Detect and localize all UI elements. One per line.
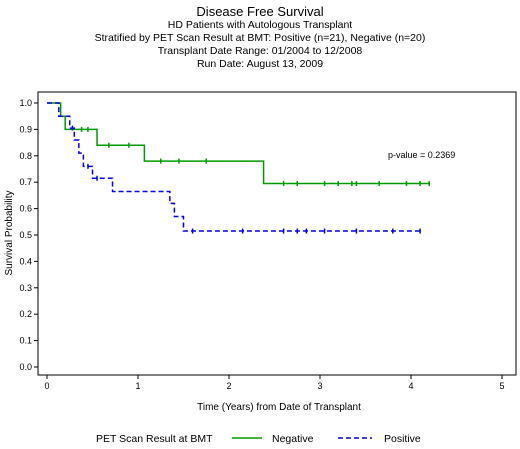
series-negative-line	[47, 102, 430, 185]
chart-subtitle-2: Stratified by PET Scan Result at BMT: Po…	[94, 32, 426, 44]
legend-negative-label: Negative	[272, 433, 314, 445]
y-tick-label: 0.6	[19, 204, 32, 214]
y-tick-label: 0.4	[19, 256, 32, 266]
chart-title: Disease Free Survival	[196, 4, 324, 19]
series-layer	[47, 102, 430, 234]
y-tick-label: 0.3	[19, 283, 32, 293]
chart-titles: Disease Free Survival HD Patients with A…	[0, 4, 520, 71]
x-tick-label: 0	[44, 381, 49, 391]
y-tick-label: 1.0	[19, 98, 32, 108]
legend: PET Scan Result at BMT Negative Positive	[96, 433, 421, 445]
y-tick-label: 0.2	[19, 309, 32, 319]
x-tick-label: 4	[408, 381, 413, 391]
legend-title: PET Scan Result at BMT	[96, 433, 213, 445]
x-tick-label: 2	[226, 381, 231, 391]
y-tick-label: 0.7	[19, 177, 32, 187]
series-positive-line	[47, 102, 421, 232]
plot-frame	[37, 91, 517, 376]
y-tick-label: 0.9	[19, 124, 32, 134]
chart-subtitle-1: HD Patients with Autologous Transplant	[167, 19, 353, 31]
y-tick-label: 0.8	[19, 151, 32, 161]
legend-positive-label: Positive	[384, 433, 421, 445]
x-tick-label: 1	[135, 381, 140, 391]
y-axis-label: Survival Probability	[4, 190, 15, 275]
y-axis-ticks: 0.0 0.1 0.2 0.3 0.4 0.5 0.6 0.7 0.8 0.9 1.0	[19, 98, 38, 372]
x-tick-label: 5	[499, 381, 504, 391]
y-tick-label: 0.1	[19, 336, 32, 346]
p-value-annotation: p-value = 0.2369	[388, 150, 455, 160]
x-axis-label: Time (Years) from Date of Transplant	[197, 402, 361, 413]
chart-subtitle-4: Run Date: August 13, 2009	[196, 58, 324, 70]
y-tick-label: 0.0	[19, 362, 32, 372]
y-tick-label: 0.5	[19, 230, 32, 240]
chart-subtitle-3: Transplant Date Range: 01/2004 to 12/200…	[157, 45, 363, 57]
x-tick-label: 3	[317, 381, 322, 391]
x-axis-ticks: 0 1 2 3 4 5	[44, 375, 505, 391]
